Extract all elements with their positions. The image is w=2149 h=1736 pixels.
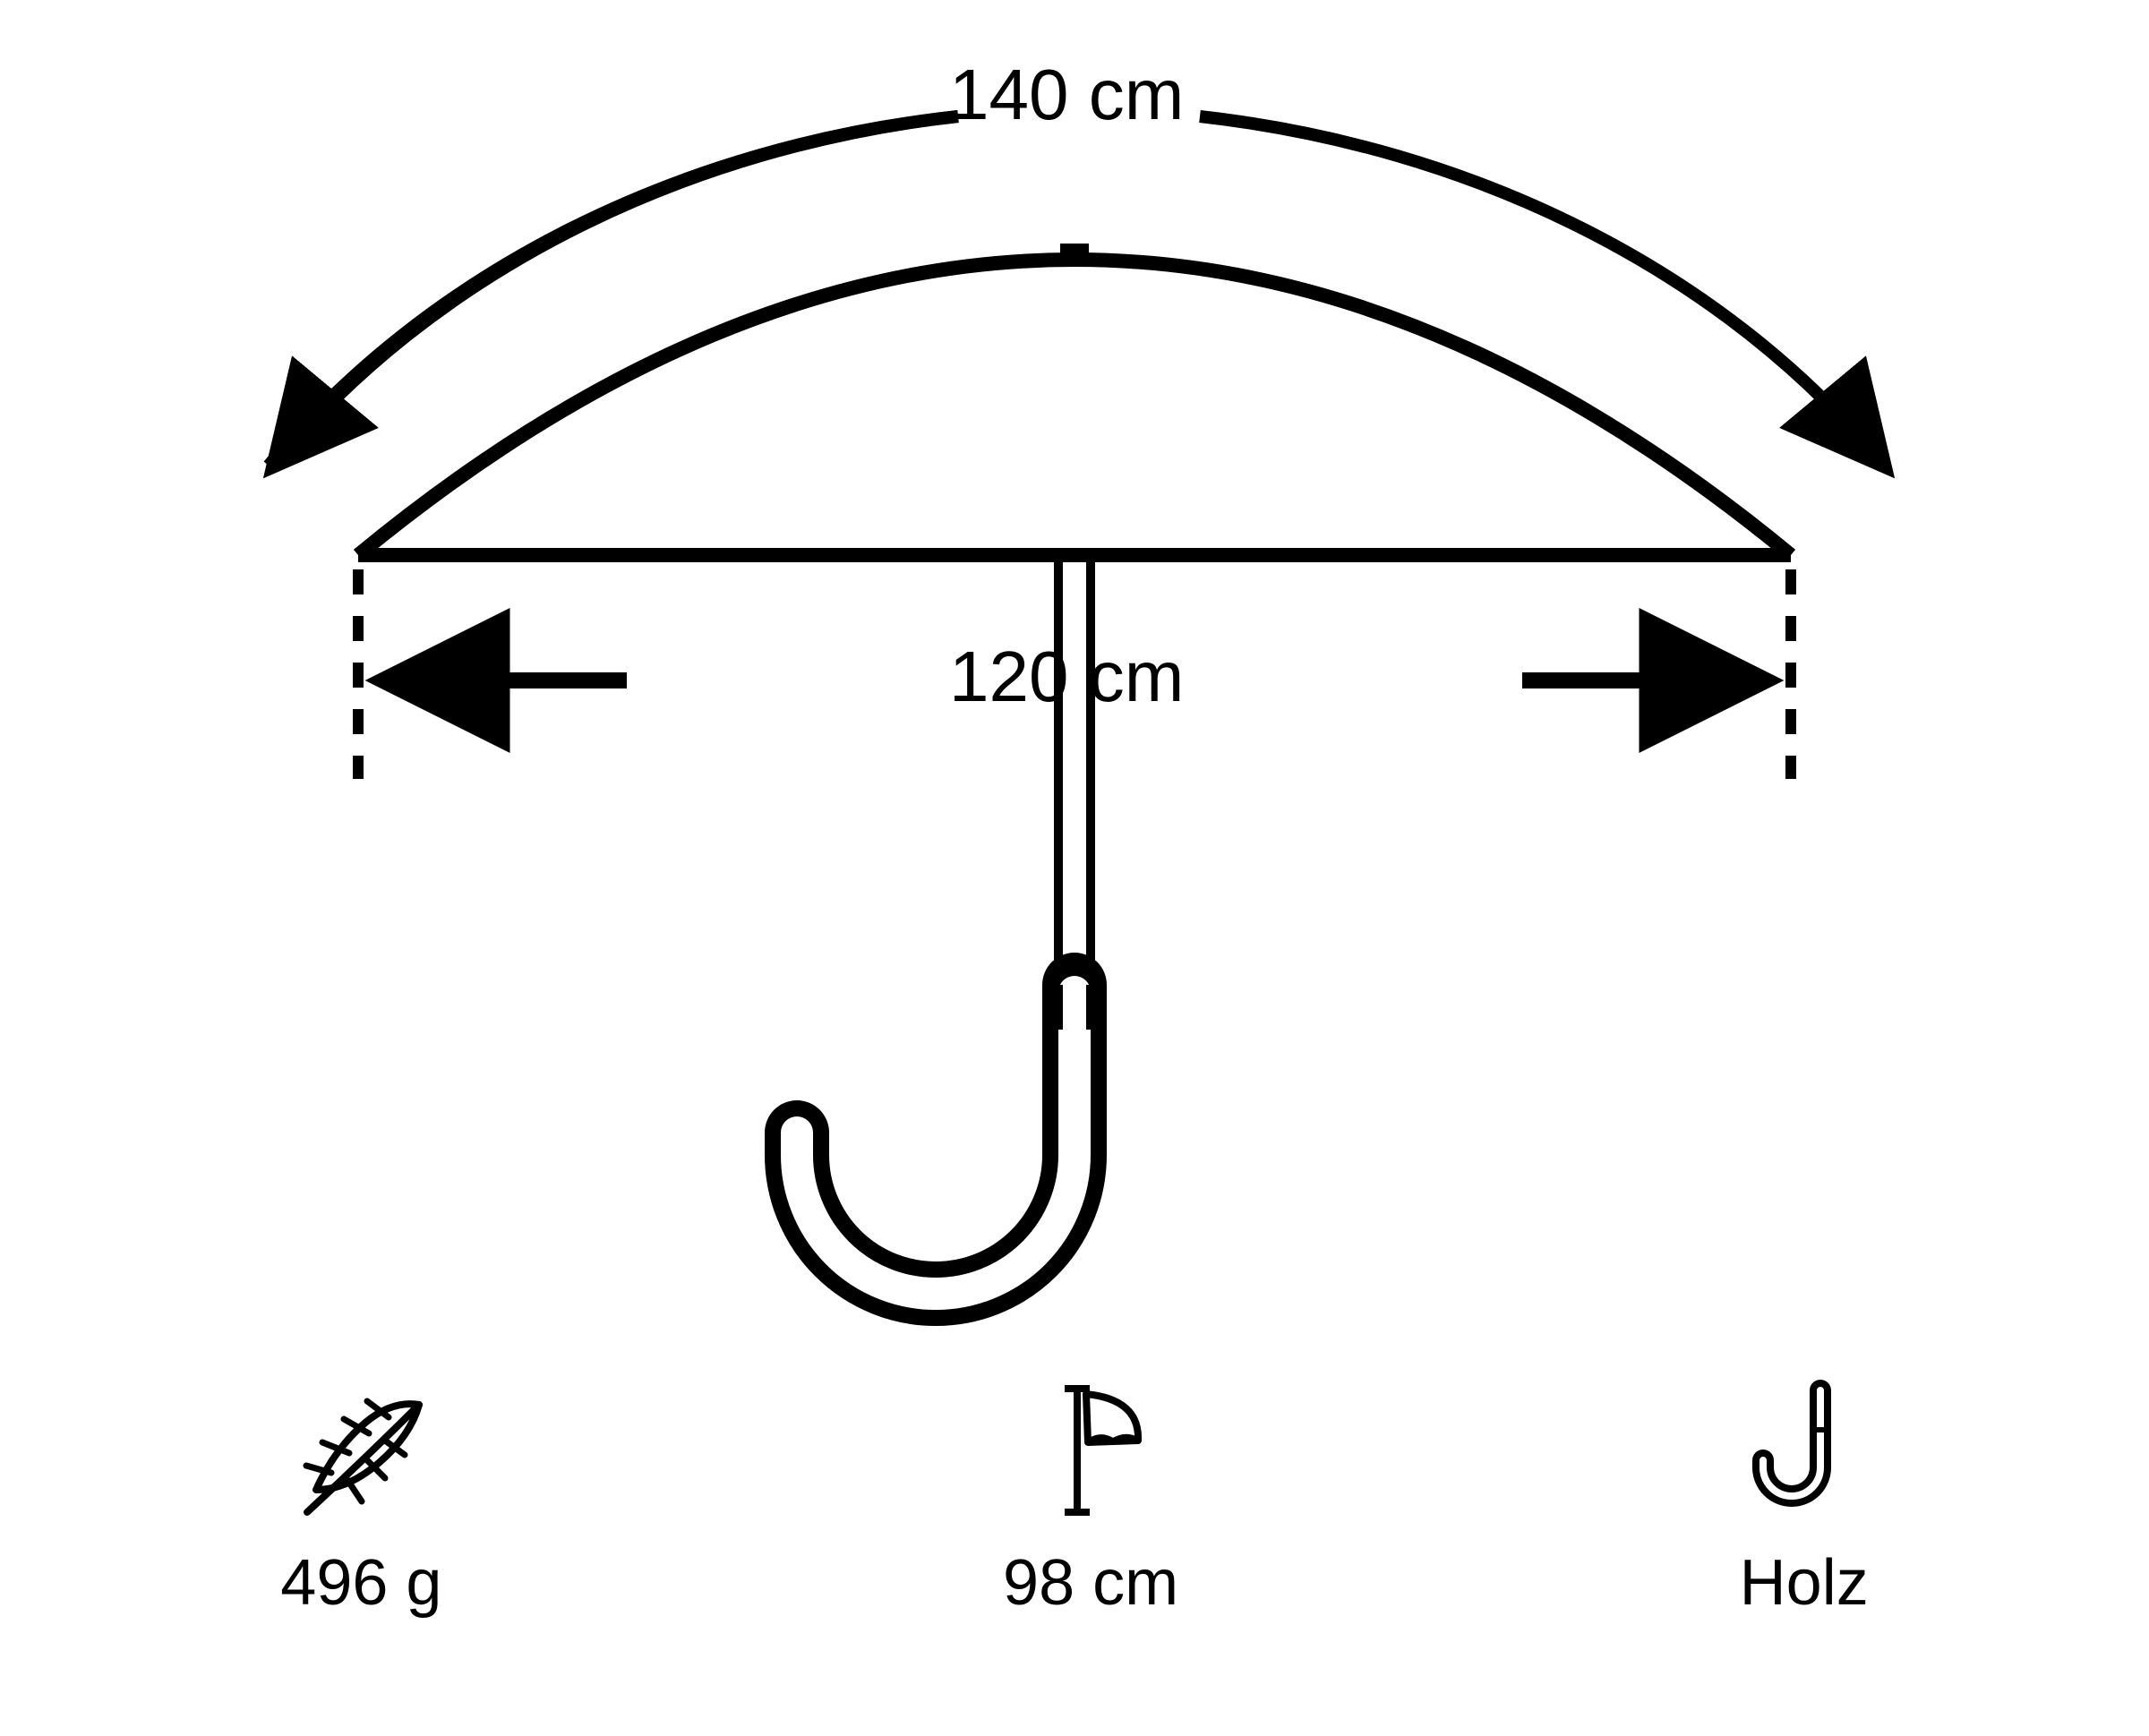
arc-length-label: 140 cm (949, 54, 1184, 136)
spec-length: 98 cm (1003, 1378, 1178, 1620)
spec-row: 496 g 98 cm Holz (0, 1378, 2149, 1620)
umbrella-spec-diagram: 140 cm 120 cm 496 g 98 cm (0, 0, 2149, 1736)
handle-icon (1751, 1378, 1858, 1521)
spec-handle-label: Holz (1740, 1546, 1869, 1620)
spec-handle: Holz (1740, 1378, 1869, 1620)
feather-icon (285, 1387, 437, 1521)
diameter-label: 120 cm (949, 636, 1184, 718)
umbrella-ferrule (1060, 244, 1089, 265)
spec-length-label: 98 cm (1003, 1546, 1178, 1620)
closed-umbrella-icon (1032, 1378, 1149, 1521)
spec-weight-label: 496 g (280, 1546, 441, 1620)
spec-weight: 496 g (280, 1387, 441, 1620)
umbrella-handle-inner (797, 992, 1074, 1294)
umbrella-canopy (358, 260, 1791, 555)
